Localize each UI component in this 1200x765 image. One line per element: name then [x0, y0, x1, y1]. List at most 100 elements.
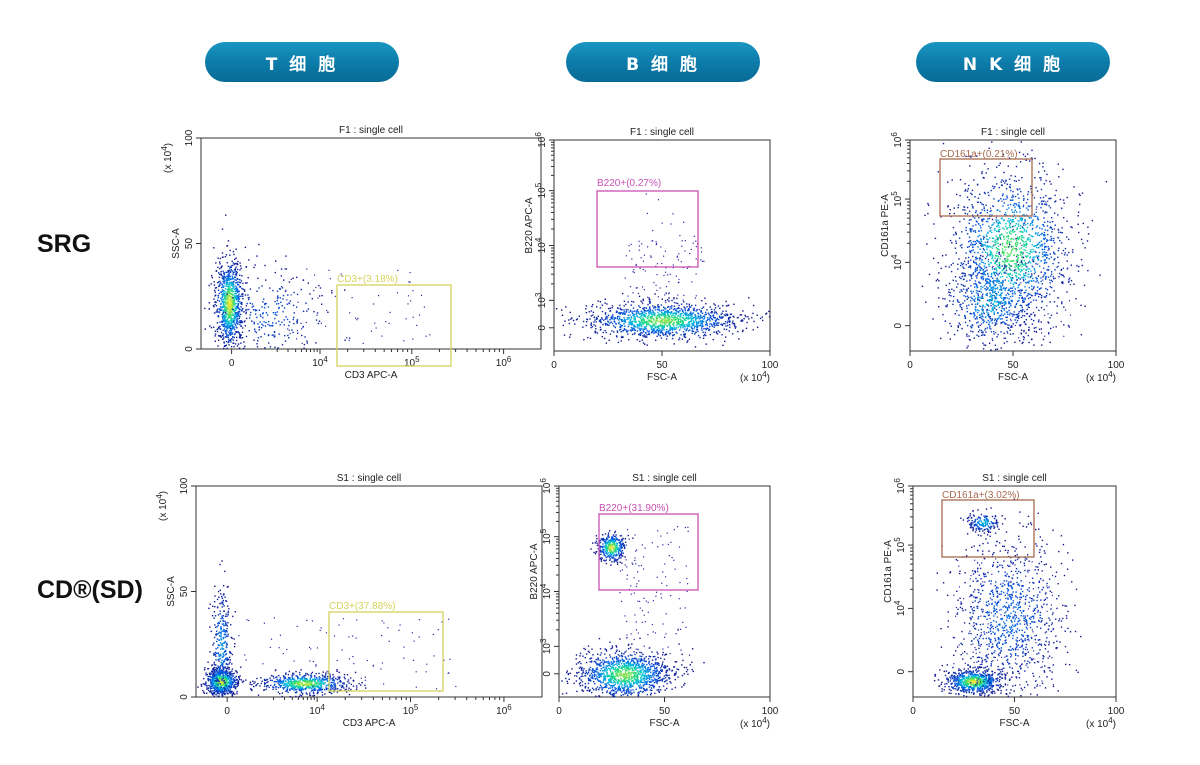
y-tick-label: 50	[184, 238, 195, 250]
x-tick-label: 50	[1007, 360, 1019, 371]
y-multiplier: (x 104)	[160, 143, 174, 173]
flow-plot-5: S1 : single cell 0 50 100 0 103 104 105 106 FSC-A…	[529, 473, 779, 730]
y-tick-label: 105	[893, 537, 907, 553]
y-tick-label: 105	[539, 528, 553, 544]
plot-frame	[912, 485, 1117, 698]
y-tick-label: 100	[179, 477, 190, 494]
plot-title: S1 : single cell	[337, 473, 401, 484]
y-tick-label: 106	[534, 132, 548, 148]
x-tick-label: 100	[762, 360, 779, 371]
x-axis-label: FSC-A	[1000, 718, 1030, 729]
scatter-points	[555, 193, 771, 348]
y-axis-label: B220 APC-A	[529, 543, 540, 599]
scatter-points	[197, 560, 457, 698]
y-axis-label: CD161a PE-A	[883, 540, 894, 603]
x-tick-label: 106	[496, 703, 512, 717]
scatter-points	[921, 141, 1108, 351]
column-header-t-cell: T 细 胞	[205, 42, 399, 82]
gate-rectangle	[328, 611, 444, 692]
y-multiplier: (x 104)	[155, 491, 169, 521]
scatter-points	[204, 214, 431, 350]
x-axis-label: CD3 APC-A	[345, 370, 398, 381]
x-tick-label: 50	[1009, 706, 1021, 717]
gate-label: B220+(0.27%)	[597, 178, 661, 189]
column-header-b-cell: B 细 胞	[566, 42, 760, 82]
x-tick-label: 50	[656, 360, 668, 371]
y-axis-label: B220 APC-A	[524, 197, 535, 253]
x-tick-label: 50	[659, 706, 671, 717]
plot-frame	[909, 139, 1117, 352]
gate-rectangle	[336, 284, 452, 367]
x-tick-label: 100	[1108, 706, 1125, 717]
x-tick-label: 104	[312, 355, 328, 369]
scatter-points	[933, 498, 1082, 698]
y-tick-label: 0	[893, 322, 904, 328]
y-tick-label: 0	[179, 694, 190, 700]
plot-title: F1 : single cell	[339, 125, 403, 136]
plot-title: F1 : single cell	[630, 127, 694, 138]
x-tick-label: 100	[1108, 360, 1125, 371]
x-tick-label: 105	[403, 703, 419, 717]
gate-rectangle	[596, 190, 699, 268]
gate-label: CD161a+(0.21%)	[940, 149, 1018, 160]
x-tick-label: 0	[556, 706, 562, 717]
plot-frame	[195, 485, 543, 698]
y-tick-label: 106	[890, 132, 904, 148]
plot-frame	[200, 137, 542, 350]
x-tick-label: 100	[762, 706, 779, 717]
x-axis-label: CD3 APC-A	[343, 718, 396, 729]
x-tick-label: 0	[551, 360, 557, 371]
gate-label: B220+(31.90%)	[599, 503, 669, 514]
x-axis-label: FSC-A	[998, 372, 1028, 383]
gate-label: CD161a+(3.02%)	[942, 490, 1020, 501]
gate-label: CD3+(37.88%)	[329, 601, 395, 612]
x-multiplier: (x 104)	[1086, 716, 1116, 730]
gate-rectangle	[939, 158, 1033, 217]
y-axis-label: CD161a PE-A	[880, 194, 891, 257]
x-tick-label: 0	[907, 360, 913, 371]
y-tick-label: 103	[534, 292, 548, 308]
x-tick-label: 0	[229, 358, 235, 369]
x-multiplier: (x 104)	[1086, 370, 1116, 384]
y-axis-label: SSC-A	[166, 576, 177, 607]
y-tick-label: 104	[534, 237, 548, 253]
y-tick-label: 0	[896, 668, 907, 674]
x-tick-label: 104	[309, 703, 325, 717]
gate-rectangle	[941, 499, 1035, 558]
flow-plot-2: F1 : single cell 0 50 100 0 103 104 105 106 FSC-A…	[524, 127, 779, 384]
column-header-nk-cell: N K 细 胞	[916, 42, 1110, 82]
y-tick-label: 103	[539, 638, 553, 654]
y-tick-label: 0	[537, 325, 548, 331]
flow-plot-6: S1 : single cell 0 50 100 0 104 105 106 FSC-A CD1…	[883, 473, 1125, 730]
y-tick-label: 106	[893, 478, 907, 494]
x-multiplier: (x 104)	[740, 370, 770, 384]
x-multiplier: (x 104)	[740, 716, 770, 730]
y-tick-label: 100	[184, 129, 195, 146]
x-axis-label: FSC-A	[650, 718, 680, 729]
y-tick-label: 50	[179, 586, 190, 598]
flow-plot-3: F1 : single cell 0 50 100 0 104 105 106 FSC-A CD1…	[880, 127, 1125, 384]
x-axis-label: FSC-A	[647, 372, 677, 383]
gate-rectangle	[598, 513, 699, 591]
x-tick-label: 106	[496, 355, 512, 369]
flow-plot-4: S1 : single cell 0 104 105 106 0 50 100 CD3 APC-…	[155, 473, 543, 729]
y-tick-label: 105	[534, 182, 548, 198]
gate-label: CD3+(3.18%)	[337, 274, 398, 285]
plot-title: F1 : single cell	[981, 127, 1045, 138]
x-tick-label: 0	[910, 706, 916, 717]
y-tick-label: 104	[893, 600, 907, 616]
plot-title: S1 : single cell	[982, 473, 1046, 484]
flow-plot-1: F1 : single cell 0 104 105 106 0 50 100 CD3 APC-…	[160, 125, 542, 381]
x-tick-label: 105	[404, 355, 420, 369]
y-tick-label: 104	[890, 254, 904, 270]
y-tick-label: 106	[539, 478, 553, 494]
y-tick-label: 0	[184, 346, 195, 352]
row-label-srg: SRG	[37, 230, 92, 258]
plot-title: S1 : single cell	[632, 473, 696, 484]
row-label-cd-sd: CD®(SD)	[37, 576, 143, 604]
x-tick-label: 0	[224, 706, 230, 717]
y-axis-label: SSC-A	[171, 228, 182, 259]
y-tick-label: 0	[542, 671, 553, 677]
scatter-points	[561, 526, 705, 698]
y-tick-label: 105	[890, 191, 904, 207]
